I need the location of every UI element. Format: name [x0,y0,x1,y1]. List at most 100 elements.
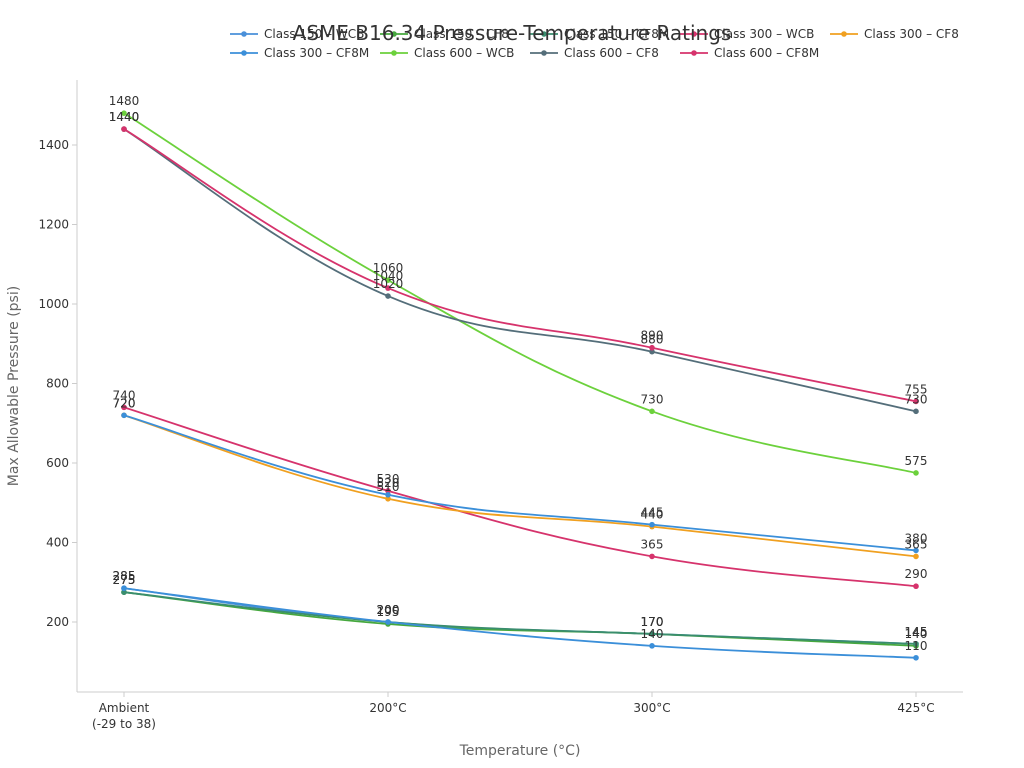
data-point [649,348,655,355]
data-point [913,583,919,590]
data-label: 1480 [109,94,140,108]
data-point [913,398,919,405]
legend-label[interactable]: Class 600 – CF8M [714,46,819,60]
legend-label[interactable]: Class 150 – WCB [264,27,364,41]
series-line [123,591,917,647]
data-label: 170 [641,615,664,629]
x-tick-label: 300°C [633,701,670,715]
series-line [123,591,917,645]
data-point [121,126,127,132]
data-point [913,654,919,661]
x-tick-label: (-29 to 38) [92,717,156,731]
series-line [123,128,917,413]
labels-layer: 2852001701452751951701402752001701457405… [109,94,928,653]
data-point [385,285,391,291]
data-point [913,547,919,554]
x-axis-title: Temperature (°C) [459,743,581,759]
data-label: 1440 [109,110,140,124]
legend-label[interactable]: Class 300 – WCB [714,27,814,41]
legend-marker [841,31,847,37]
data-label: 890 [641,329,664,343]
legend-label[interactable]: Class 150 – CF8 [414,27,509,41]
data-label: 110 [905,639,928,653]
data-label: 520 [377,476,400,490]
series-line [123,112,917,474]
series-line [123,414,917,552]
legend-label[interactable]: Class 600 – WCB [414,46,514,60]
data-point [385,492,391,498]
data-label: 285 [113,569,136,583]
legend-marker [691,50,697,56]
data-point [385,495,391,502]
data-point [385,277,391,283]
legend-marker [541,31,547,37]
series-line [123,128,917,403]
data-label: 730 [641,392,664,406]
y-tick-label: 1400 [38,138,69,152]
x-tick-label: Ambient [99,701,150,715]
axes-layer: 200 400 600 800 1000 1200 1400 Ambient (-29 to 3… [38,80,963,731]
series-line [123,406,917,588]
data-point [649,643,655,649]
data-label: 290 [905,567,928,581]
y-tick-label: 1000 [38,297,69,311]
y-tick-label: 800 [46,377,69,391]
data-label: 195 [377,605,400,619]
data-label: 170 [641,615,664,629]
legend-label[interactable]: Class 300 – CF8M [264,46,369,60]
series-line [123,414,917,558]
data-label: 510 [377,480,400,494]
legend-marker [241,50,247,56]
data-label: 200 [377,603,400,617]
data-point [649,631,655,637]
legend-marker [391,31,397,37]
data-point [121,110,127,116]
data-label: 200 [377,603,400,617]
data-point [385,488,391,494]
x-tick-label: 425°C [897,701,934,715]
y-tick-label: 200 [46,615,69,629]
data-point [913,408,919,415]
legend-marker [391,50,397,56]
data-label: 1020 [373,277,404,291]
data-label: 530 [377,472,400,486]
data-point [649,521,655,528]
x-tick-label: 200°C [369,701,406,715]
data-point [649,553,655,560]
data-label: 365 [641,537,664,551]
legend-label[interactable]: Class 300 – CF8 [864,27,959,41]
data-point [649,344,655,351]
legend: Class 150 – WCB Class 150 – CF8 Class 150 … [230,27,959,60]
data-label: 140 [641,627,664,641]
data-point [649,408,655,415]
data-label: 380 [905,531,928,545]
data-label: 1040 [373,269,404,283]
y-tick-label: 400 [46,536,69,550]
series-line [123,587,917,659]
legend-marker [691,31,697,37]
data-point [121,589,127,595]
data-label: 365 [905,537,928,551]
data-point [913,470,919,476]
legend-label[interactable]: Class 600 – CF8 [564,46,659,60]
data-label: 145 [905,625,928,639]
data-label: 445 [641,506,664,520]
y-tick-label: 1200 [38,218,69,232]
data-label: 285 [113,569,136,583]
data-label: 730 [905,392,928,406]
y-axis-title: Max Allowable Pressure (psi) [6,286,22,486]
data-label: 145 [905,625,928,639]
data-point [121,404,127,411]
data-point [913,553,919,560]
data-label: 740 [113,388,136,402]
data-label: 440 [641,508,664,522]
data-label: 1060 [373,261,404,275]
data-point [385,619,391,625]
data-label: 275 [113,573,136,587]
lines-layer [121,110,919,661]
data-point [121,585,127,592]
data-label: 755 [905,382,928,396]
legend-label[interactable]: Class 150 – CF8M [564,27,669,41]
